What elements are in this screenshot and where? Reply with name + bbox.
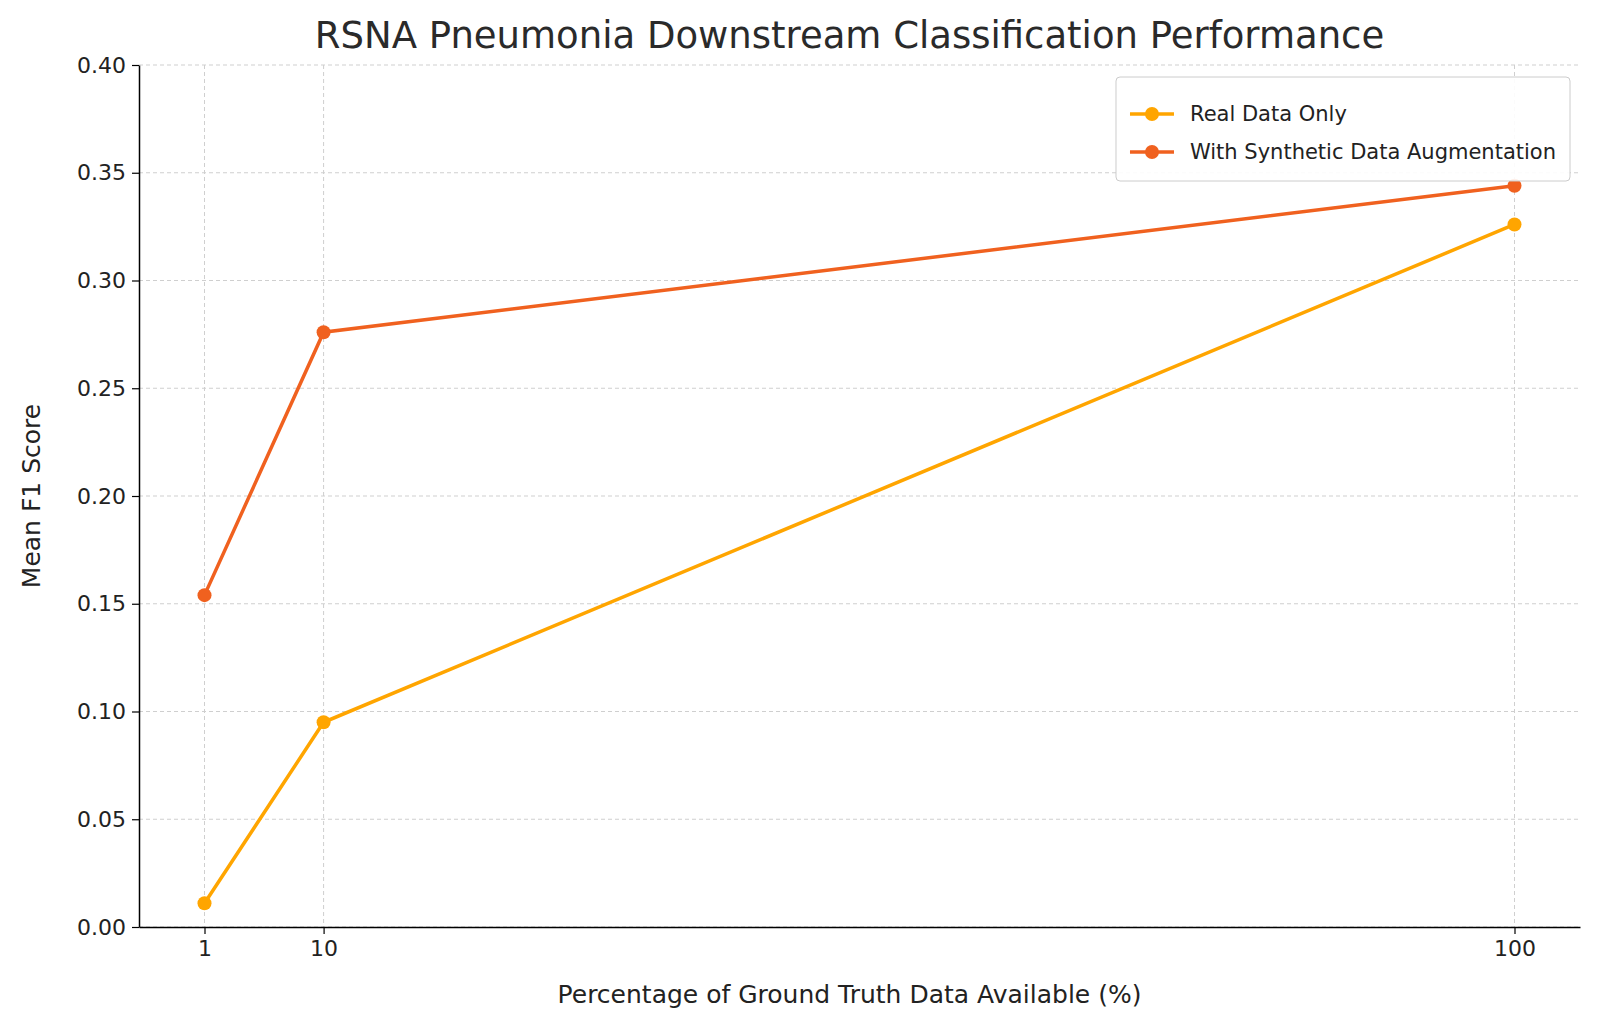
tick: 0.20: [77, 484, 139, 509]
grid-line: [139, 65, 1580, 66]
tick: 10: [310, 927, 338, 961]
x-axis: 1 10 100: [140, 927, 1581, 961]
tick-mark: [132, 711, 139, 712]
grid-line: [139, 280, 1580, 281]
tick-mark: [132, 280, 139, 281]
tick-mark: [132, 65, 139, 66]
tick-mark: [132, 604, 139, 605]
tick-label: 0.10: [77, 699, 126, 724]
tick: 0.15: [77, 591, 139, 616]
tick-mark: [132, 388, 139, 389]
grid-line: [139, 603, 1580, 604]
legend-marker: [1145, 107, 1159, 121]
legend-label: Real Data Only: [1190, 102, 1347, 126]
tick-label: 0.20: [77, 484, 126, 509]
point: [317, 715, 331, 729]
point: [1508, 217, 1522, 231]
tick-label: 1: [198, 936, 212, 961]
tick: 0.10: [77, 699, 139, 724]
tick-label: 0.30: [77, 268, 126, 293]
tick: 0.05: [77, 807, 139, 832]
tick-label: 100: [1494, 936, 1536, 961]
y-axis-label: Mean F1 Score: [17, 404, 46, 588]
grid-line: [139, 496, 1580, 497]
tick-label: 0.15: [77, 591, 126, 616]
legend-label: With Synthetic Data Augmentation: [1190, 140, 1556, 164]
tick-mark: [204, 927, 205, 934]
point: [198, 588, 212, 602]
plot-area: 1101000.000.050.100.150.200.250.300.350.…: [77, 53, 1580, 961]
tick: 100: [1494, 927, 1536, 961]
tick: 1: [198, 927, 212, 961]
tick-mark: [323, 927, 324, 934]
tick-label: 0.35: [77, 160, 126, 185]
tick: 0.25: [77, 376, 139, 401]
legend-item: Real Data Only: [1130, 102, 1347, 126]
legend-box: [1116, 77, 1570, 181]
grid-line: [139, 927, 1580, 928]
grid-line: [139, 711, 1580, 712]
series-line: [205, 186, 1515, 595]
tick-label: 0.40: [77, 53, 126, 78]
tick-label: 0.05: [77, 807, 126, 832]
tick-mark: [132, 496, 139, 497]
series-line: [205, 224, 1515, 903]
tick-label: 0.00: [77, 915, 126, 940]
point: [317, 325, 331, 339]
tick: 0.35: [77, 160, 139, 185]
point: [198, 896, 212, 910]
tick-mark: [1514, 927, 1515, 934]
legend-marker: [1145, 145, 1159, 159]
grid: [139, 65, 1580, 927]
tick-mark: [132, 819, 139, 820]
grid-line: [139, 388, 1580, 389]
tick-label: 0.25: [77, 376, 126, 401]
legend-item: With Synthetic Data Augmentation: [1130, 140, 1556, 164]
tick-label: 10: [310, 936, 338, 961]
x-axis-label: Percentage of Ground Truth Data Availabl…: [558, 980, 1142, 1009]
tick: 0.00: [77, 915, 139, 940]
axis-line: [140, 927, 1581, 929]
chart: 1101000.000.050.100.150.200.250.300.350.…: [0, 0, 1600, 1025]
data-layer: [198, 179, 1522, 911]
y-axis: 0.00 0.05 0.10 0.15 0.20 0.25 0.30 0.35 0.40: [77, 53, 139, 940]
tick: 0.30: [77, 268, 139, 293]
legend: Real Data Only With Synthetic Data Augmen…: [1116, 77, 1570, 181]
title: RSNA Pneumonia Downstream Classification…: [315, 14, 1384, 57]
tick: 0.40: [77, 53, 139, 78]
tick-mark: [132, 173, 139, 174]
tick-mark: [132, 927, 139, 928]
grid-line: [139, 819, 1580, 820]
